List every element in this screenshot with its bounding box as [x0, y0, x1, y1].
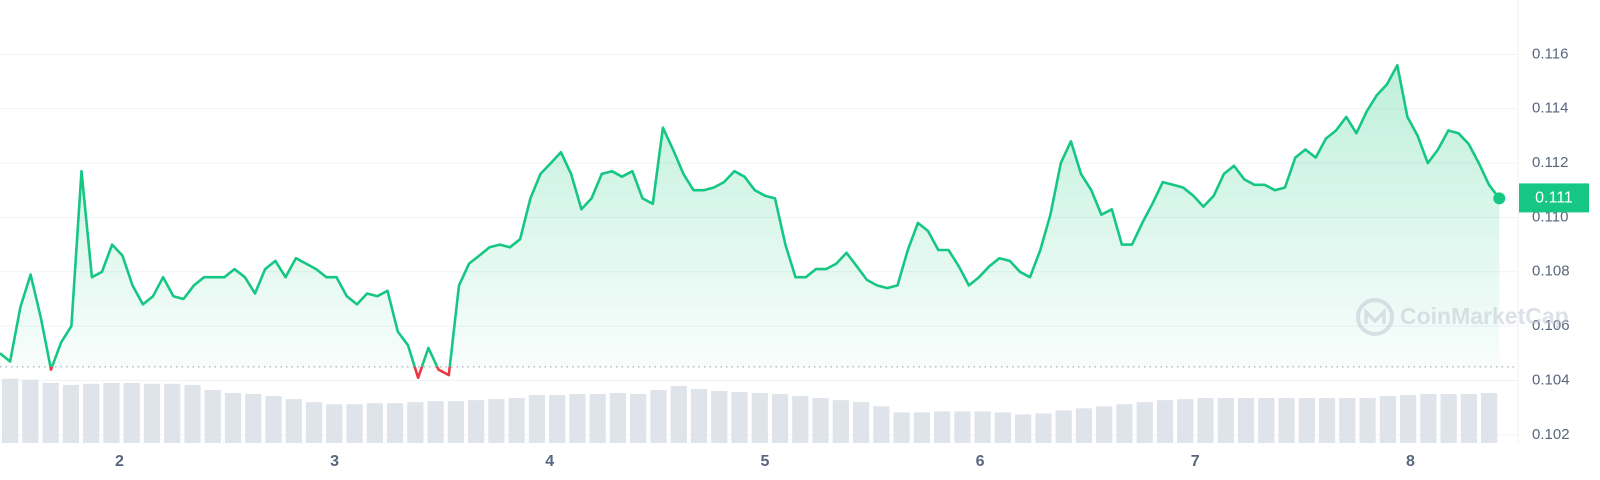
volume-bar — [711, 390, 728, 443]
volume-bar — [528, 395, 546, 443]
volume-bar — [751, 393, 768, 443]
volume-bar — [83, 383, 100, 443]
volume-bar — [630, 394, 647, 443]
volume-bar — [447, 401, 464, 443]
volume-bar — [285, 399, 302, 443]
price-area — [0, 65, 1500, 378]
volume-bar — [954, 411, 971, 443]
volume-bar — [224, 393, 242, 443]
volume-bar — [204, 389, 221, 443]
volume-bar — [913, 412, 930, 443]
volume-bar — [508, 398, 525, 443]
volume-bar — [609, 393, 627, 443]
y-tick-label: 0.104 — [1532, 371, 1570, 388]
volume-bar — [873, 406, 890, 443]
volume-bar — [1278, 398, 1295, 443]
x-tick-label: 7 — [1191, 453, 1200, 470]
volume-bar — [1237, 398, 1255, 443]
volume-bar — [265, 396, 282, 443]
volume-bar — [832, 400, 849, 443]
volume-bar — [1055, 410, 1072, 443]
last-point — [1493, 192, 1506, 205]
volume-bar — [1379, 396, 1396, 443]
y-tick-label: 0.106 — [1532, 317, 1570, 334]
volume-bar — [589, 394, 606, 443]
volume-bar — [1035, 413, 1052, 443]
volume-bar — [1197, 398, 1214, 443]
volume-bar — [549, 395, 566, 443]
volume-bar — [326, 404, 343, 443]
volume-bar — [103, 382, 120, 443]
x-tick-label: 3 — [330, 453, 339, 470]
volume-bar — [2, 378, 19, 443]
volume-bar — [670, 385, 687, 443]
x-tick-label: 6 — [976, 453, 985, 470]
volume-bar — [1318, 398, 1336, 443]
volume-bar — [974, 411, 991, 443]
volume-bar — [650, 389, 667, 443]
y-tick-label: 0.108 — [1532, 263, 1570, 280]
volume-bar — [731, 392, 748, 443]
volume-bar — [366, 403, 383, 443]
volume-bar — [893, 412, 910, 443]
volume-bar — [934, 411, 951, 443]
volume-bar — [1116, 404, 1133, 443]
x-tick-label: 8 — [1406, 453, 1415, 470]
volume-bar — [1359, 398, 1376, 443]
price-tag — [1519, 183, 1589, 213]
volume-bar — [62, 384, 80, 443]
volume-bar — [792, 396, 809, 443]
y-tick-label: 0.110 — [1532, 208, 1568, 225]
volume-bar — [1481, 393, 1498, 443]
volume-bar — [42, 382, 59, 443]
volume-bar — [143, 383, 161, 443]
volume-bar — [1136, 402, 1153, 443]
price-line — [0, 63, 1501, 367]
x-tick-label: 2 — [115, 453, 124, 470]
y-tick-label: 0.114 — [1532, 100, 1568, 117]
volume-bar — [690, 388, 708, 443]
volume-bar — [427, 401, 444, 443]
y-tick-label: 0.116 — [1532, 45, 1568, 62]
volume-bar — [123, 382, 140, 443]
volume-bar — [1096, 406, 1113, 443]
volume-bar — [245, 394, 262, 443]
volume-bar — [994, 412, 1012, 443]
volume-bar — [812, 398, 829, 443]
x-tick-label: 5 — [760, 453, 769, 470]
volume-bar — [1440, 394, 1457, 443]
volume-bar — [346, 404, 363, 443]
volume-bar — [1460, 394, 1477, 443]
volume-bar — [1075, 408, 1093, 443]
volume-bar — [164, 383, 181, 443]
volume-bar — [468, 400, 485, 443]
volume-bar — [569, 394, 586, 443]
volume-bar — [184, 384, 201, 443]
watermark-logo — [1356, 298, 1394, 336]
volume-bar — [771, 394, 789, 443]
volume-bar — [1298, 398, 1315, 443]
volume-bar — [1339, 398, 1356, 443]
volume-bar — [1177, 399, 1194, 443]
volume-bar — [1217, 398, 1234, 443]
watermark: CoinMarketCap — [1356, 298, 1569, 336]
volume-bar — [1420, 394, 1437, 443]
volume-bar — [1015, 414, 1032, 443]
watermark-text: CoinMarketCap — [1400, 303, 1569, 329]
volume-bar — [22, 379, 39, 443]
x-tick-label: 4 — [545, 453, 554, 470]
volume-bar — [1258, 398, 1275, 443]
volume-bar — [407, 402, 424, 443]
watermark-logo-m — [1364, 307, 1386, 324]
volume-bar — [1400, 395, 1417, 443]
volume-bar — [386, 403, 404, 443]
volume-bar — [305, 402, 323, 443]
y-tick-label: 0.112 — [1532, 154, 1568, 171]
y-tick-label: 0.102 — [1532, 426, 1570, 443]
volume-bar — [488, 399, 505, 443]
price-tag-label: 0.111 — [1535, 190, 1573, 207]
volume-bar — [852, 402, 870, 443]
volume-bar — [1156, 400, 1174, 443]
